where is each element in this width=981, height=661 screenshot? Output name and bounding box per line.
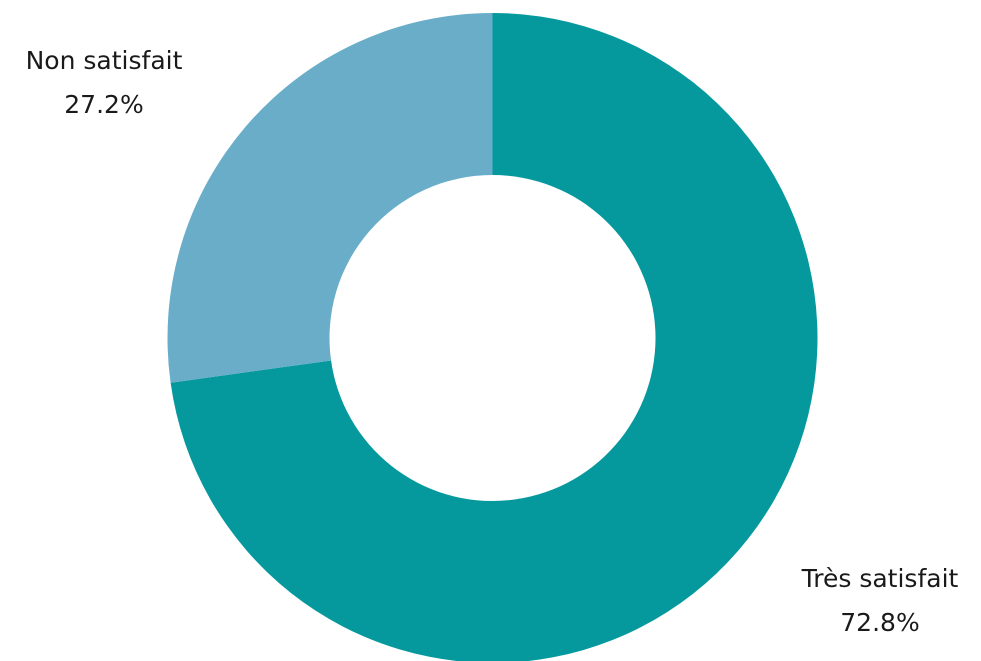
label-group-non-satisfait: Non satisfait 27.2% bbox=[26, 46, 183, 119]
slice-value-non-satisfait: 27.2% bbox=[64, 90, 143, 119]
slice-value-tres-satisfait: 72.8% bbox=[840, 608, 919, 637]
slice-label-non-satisfait: Non satisfait bbox=[26, 46, 183, 75]
donut-slices bbox=[167, 13, 818, 661]
label-group-tres-satisfait: Très satisfait 72.8% bbox=[801, 564, 959, 637]
slice-non-satisfait bbox=[167, 13, 493, 383]
slice-tres-satisfait bbox=[170, 13, 818, 661]
slice-label-tres-satisfait: Très satisfait bbox=[801, 564, 959, 593]
